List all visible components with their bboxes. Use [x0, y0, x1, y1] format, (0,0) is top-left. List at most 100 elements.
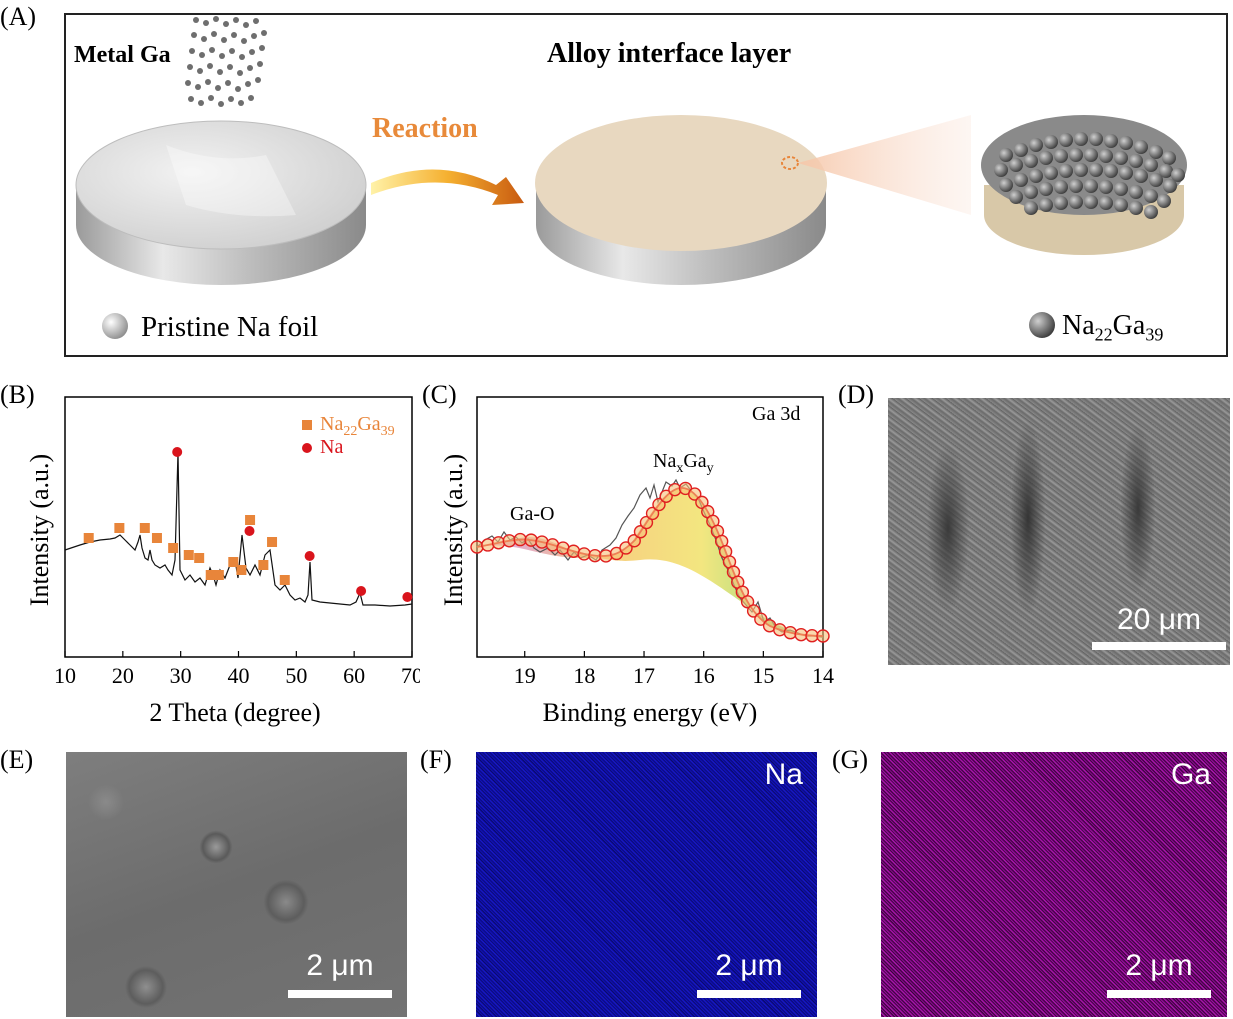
xrd-tick-label: 20	[112, 663, 134, 688]
xps-data-circle	[783, 626, 798, 640]
legend-alloy-sub2: 39	[1145, 324, 1164, 345]
xrd-square-marker	[168, 543, 179, 553]
square-marker-icon	[302, 420, 312, 430]
xps-peak-gao: Ga-O	[510, 503, 554, 525]
xps-data-circle	[659, 489, 673, 503]
xrd-legend1-sub2: 39	[380, 424, 395, 439]
xps-data-circle	[481, 538, 495, 552]
xps-data-circle	[652, 497, 666, 512]
xrd-legend1-mid: Ga	[357, 413, 381, 435]
xrd-square-marker	[245, 515, 256, 525]
xps-data-circle	[502, 534, 517, 548]
xps-data-circle	[491, 536, 506, 550]
alloy-ball-icon	[1029, 312, 1055, 338]
xps-data-circle	[639, 515, 654, 530]
xrd-square-marker	[205, 570, 216, 580]
xrd-chart: 2 Theta (degree) Intensity (a.u.) 10 20 30…	[25, 396, 420, 727]
xrd-square-marker	[114, 523, 125, 533]
eds-map-ga: Ga 2 μm	[881, 752, 1227, 1017]
naxgay-mid: Ga	[683, 450, 707, 472]
naxgay-sub2: y	[706, 461, 714, 476]
naxgay-sub1: x	[676, 461, 684, 476]
xps-data-circle	[470, 540, 484, 554]
na-ball-icon	[102, 313, 128, 339]
xps-data-circle	[577, 547, 591, 561]
metal-ga-label: Metal Ga	[74, 42, 171, 68]
xps-data-circle	[740, 595, 755, 609]
panel-label-c: (C)	[422, 380, 457, 409]
scale-bar-e	[288, 990, 392, 998]
xps-tick-label: 15	[752, 663, 774, 688]
xps-data-circle	[513, 532, 527, 547]
panel-label-g: (G)	[832, 745, 869, 774]
na-foil-disk	[75, 120, 367, 285]
legend-alloy-mid: Ga	[1112, 310, 1146, 341]
xrd-xlabel: 2 Theta (degree)	[149, 698, 320, 727]
xps-data-circle	[794, 627, 808, 642]
xrd-square-marker	[267, 537, 278, 547]
xps-data-circle	[588, 548, 602, 563]
xps-data-circle	[695, 495, 709, 510]
xps-data-circle	[816, 629, 830, 643]
scale-bar-d	[1092, 642, 1226, 650]
xps-peak-naxgay: NaxGay	[653, 450, 714, 477]
circle-marker-icon	[302, 443, 312, 453]
xps-data-circle	[805, 629, 819, 643]
xrd-tick-label: 40	[228, 663, 250, 688]
xrd-circle-marker	[244, 526, 255, 536]
legend-alloy: Na22Ga39	[1062, 310, 1163, 346]
xps-xlabel: Binding energy (eV)	[543, 698, 758, 727]
xps-data-circle	[619, 541, 633, 555]
xps-title: Ga 3d	[752, 403, 800, 425]
xrd-tick-label: 50	[285, 663, 307, 688]
xrd-tick-label: 60	[343, 663, 365, 688]
eds-element-ga: Ga	[1170, 758, 1211, 791]
legend-alloy-base: Na	[1062, 310, 1095, 341]
xrd-tick-label: 70	[401, 663, 420, 688]
eds-map-na: Na 2 μm	[476, 752, 817, 1017]
xps-data-circle	[754, 612, 768, 626]
xrd-markers	[83, 447, 413, 602]
xrd-square-marker	[213, 570, 224, 580]
reaction-arrow	[371, 169, 524, 205]
sem-image-e: 2 μm	[66, 752, 407, 1017]
zoom-beam	[798, 115, 971, 215]
xrd-square-marker	[139, 523, 150, 533]
panel-label-d: (D)	[838, 380, 875, 409]
schematic-frame	[64, 13, 1228, 357]
xps-data-circles	[470, 481, 830, 643]
xrd-square-marker	[258, 560, 269, 570]
xps-chart: Binding energy (eV) Intensity (a.u.) Ga …	[440, 396, 834, 727]
reaction-label: Reaction	[372, 113, 478, 144]
xrd-legend-2: Na	[302, 436, 343, 459]
xps-ylabel: Intensity (a.u.)	[440, 454, 468, 606]
scale-label-f: 2 μm	[715, 949, 783, 982]
xrd-square-marker	[236, 565, 247, 575]
xrd-legend2-base: Na	[320, 436, 344, 458]
xrd-legend1-base: Na	[320, 413, 344, 435]
xps-data-circle	[627, 534, 641, 548]
xrd-ylabel: Intensity (a.u.)	[25, 454, 54, 606]
xrd-square-marker	[194, 553, 205, 563]
ga-atom-cluster	[185, 16, 267, 107]
xrd-square-marker	[183, 550, 194, 560]
xrd-xticks: 10 20 30 40 50 60 70	[54, 651, 420, 688]
xrd-circle-marker	[402, 592, 413, 602]
xps-tick-label: 19	[514, 663, 536, 688]
xps-data-circle	[645, 506, 660, 521]
sem-image-d: 20 μm	[888, 398, 1230, 665]
xps-data-circle	[633, 525, 648, 539]
xps-data-circle	[746, 604, 761, 618]
panel-label-b: (B)	[0, 380, 35, 409]
scale-bar-f	[697, 990, 801, 998]
xrd-square-marker	[279, 575, 290, 585]
xrd-circle-marker	[356, 586, 367, 596]
xps-xticks: 19 18 17 16 15 14	[514, 651, 834, 688]
xrd-tick-label: 30	[170, 663, 192, 688]
panel-label-f: (F)	[420, 745, 452, 774]
xrd-square-marker	[228, 557, 239, 567]
schematic-art	[75, 16, 1187, 339]
panel-label-e: (E)	[0, 745, 34, 774]
panel-label-a: (A)	[0, 2, 37, 31]
scale-bar-g	[1107, 990, 1211, 998]
